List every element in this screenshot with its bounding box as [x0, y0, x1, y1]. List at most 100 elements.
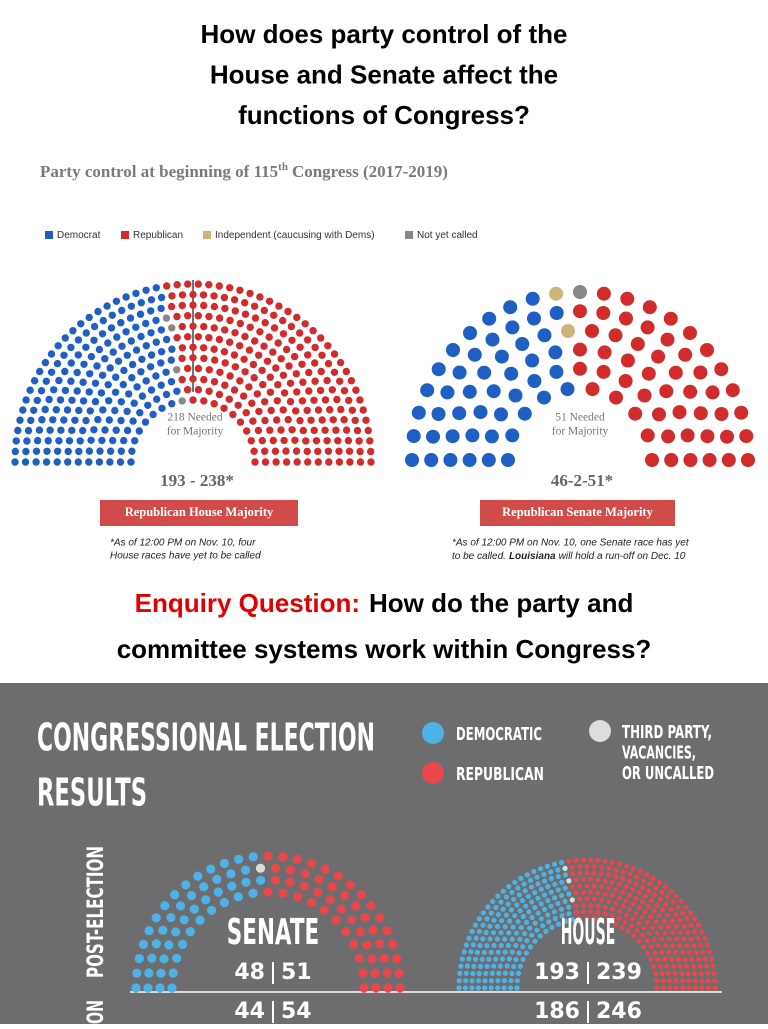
seat	[194, 364, 203, 373]
seat	[146, 363, 155, 371]
seat	[280, 389, 289, 397]
seat	[636, 920, 642, 926]
seat	[226, 316, 234, 325]
seat	[324, 342, 332, 350]
seat	[524, 938, 530, 944]
seat	[521, 881, 527, 887]
seat	[271, 447, 280, 455]
seat	[697, 963, 703, 970]
seat	[573, 877, 579, 883]
seat	[520, 944, 526, 950]
seat	[551, 909, 558, 915]
seat	[663, 311, 678, 326]
seat	[37, 387, 46, 395]
seat	[652, 407, 666, 422]
seat	[50, 386, 58, 394]
seat	[162, 368, 170, 376]
seat	[622, 919, 628, 925]
seat	[273, 397, 281, 405]
seat	[138, 939, 148, 950]
seat	[166, 912, 176, 923]
seat	[640, 320, 655, 335]
seat	[494, 349, 509, 364]
seat	[155, 983, 165, 993]
seat	[524, 872, 530, 878]
seat	[648, 913, 654, 920]
seat	[664, 453, 679, 467]
seat	[545, 884, 551, 890]
seat	[498, 899, 504, 905]
seat	[485, 904, 491, 910]
seat	[382, 926, 392, 936]
seat	[508, 907, 515, 913]
seat	[637, 388, 652, 403]
seat	[73, 368, 81, 377]
seat	[625, 928, 631, 935]
seat	[317, 334, 325, 342]
seat	[101, 426, 109, 434]
legend-dot	[589, 720, 611, 742]
seat	[127, 458, 135, 466]
seat	[394, 968, 404, 978]
seat	[334, 437, 342, 445]
seat	[710, 963, 716, 969]
seat	[189, 322, 197, 330]
seat	[720, 429, 734, 444]
seat	[665, 912, 671, 918]
seat	[199, 344, 208, 352]
seat	[49, 416, 57, 424]
seat	[700, 949, 706, 955]
seat	[705, 385, 720, 400]
seat	[484, 963, 490, 969]
seat-group	[131, 852, 266, 993]
seat	[626, 892, 633, 898]
seat	[291, 436, 299, 444]
seat	[266, 388, 275, 396]
seat	[711, 970, 717, 977]
seat	[210, 292, 218, 300]
majority-needed: 51 Needed	[555, 412, 605, 424]
seat	[350, 901, 361, 911]
seat	[672, 970, 678, 976]
seat	[480, 936, 486, 942]
seat	[75, 406, 83, 415]
seat	[580, 909, 587, 915]
seat	[515, 919, 521, 925]
seat	[356, 396, 364, 404]
seat	[27, 416, 35, 425]
seat	[499, 956, 506, 962]
seat	[267, 406, 275, 415]
seat	[292, 370, 300, 378]
seat	[356, 458, 365, 466]
seat	[549, 286, 564, 301]
seat	[501, 985, 507, 991]
seat	[488, 978, 495, 984]
seat	[502, 970, 508, 976]
seat	[570, 871, 576, 877]
seat	[250, 374, 258, 382]
seat	[314, 458, 322, 466]
seat	[562, 898, 568, 905]
seat	[64, 447, 72, 456]
seat	[255, 863, 266, 873]
seat	[569, 916, 576, 923]
seat	[502, 936, 508, 942]
banner-label: Republican House Majority	[125, 505, 274, 519]
seat	[616, 915, 622, 922]
seat	[688, 910, 694, 916]
seat	[679, 978, 686, 984]
seat	[642, 893, 649, 900]
seat	[111, 388, 120, 396]
seat	[345, 447, 354, 455]
seat	[318, 416, 326, 424]
seat	[299, 378, 307, 386]
seat	[667, 978, 673, 984]
seat	[596, 306, 611, 320]
seat	[85, 458, 93, 466]
seat	[157, 381, 165, 389]
seat	[525, 353, 540, 368]
seat	[158, 404, 166, 412]
seat	[532, 920, 538, 926]
seat	[311, 343, 319, 352]
legend-label: OR UNCALLED	[622, 763, 714, 784]
